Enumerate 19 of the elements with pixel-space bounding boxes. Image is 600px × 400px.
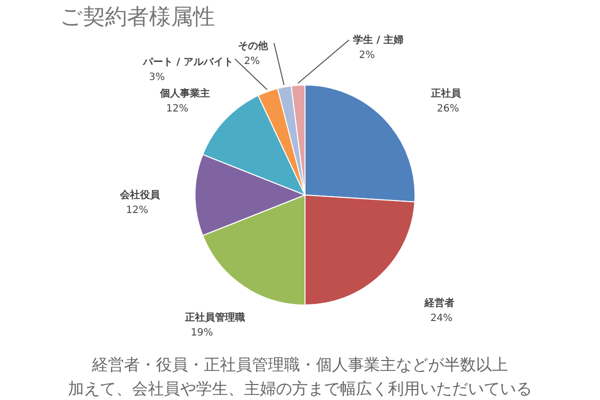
slice-label: パート / アルバイト	[142, 57, 234, 68]
data-label: 2%	[244, 56, 260, 67]
data-label: 24%	[430, 312, 453, 324]
text: 経営者・役員・正社員管理職・個人事業主などが半数以上	[91, 355, 508, 374]
chart-title: ご契約者様属性	[60, 5, 215, 30]
data-label: 26%	[436, 104, 460, 115]
data-label: 2%	[359, 50, 375, 61]
slice-label: 学生 / 主婦	[353, 34, 404, 46]
data-label: 3%	[149, 72, 165, 83]
data-label: 12%	[166, 104, 188, 115]
slice-label: 正社員	[430, 88, 462, 100]
slice-label: 個人事業主	[159, 88, 210, 100]
slice-label: 正社員管理職	[184, 311, 245, 324]
text: 加えて、会社員や学生、主婦の方まで幅広く利用いただいている	[68, 379, 532, 398]
slice-label: 会社役員	[119, 189, 161, 201]
slice-label: その他	[238, 40, 269, 52]
data-label: 12%	[126, 205, 148, 216]
data-label: 19%	[190, 327, 214, 338]
slice-label: 経営者	[423, 296, 454, 309]
